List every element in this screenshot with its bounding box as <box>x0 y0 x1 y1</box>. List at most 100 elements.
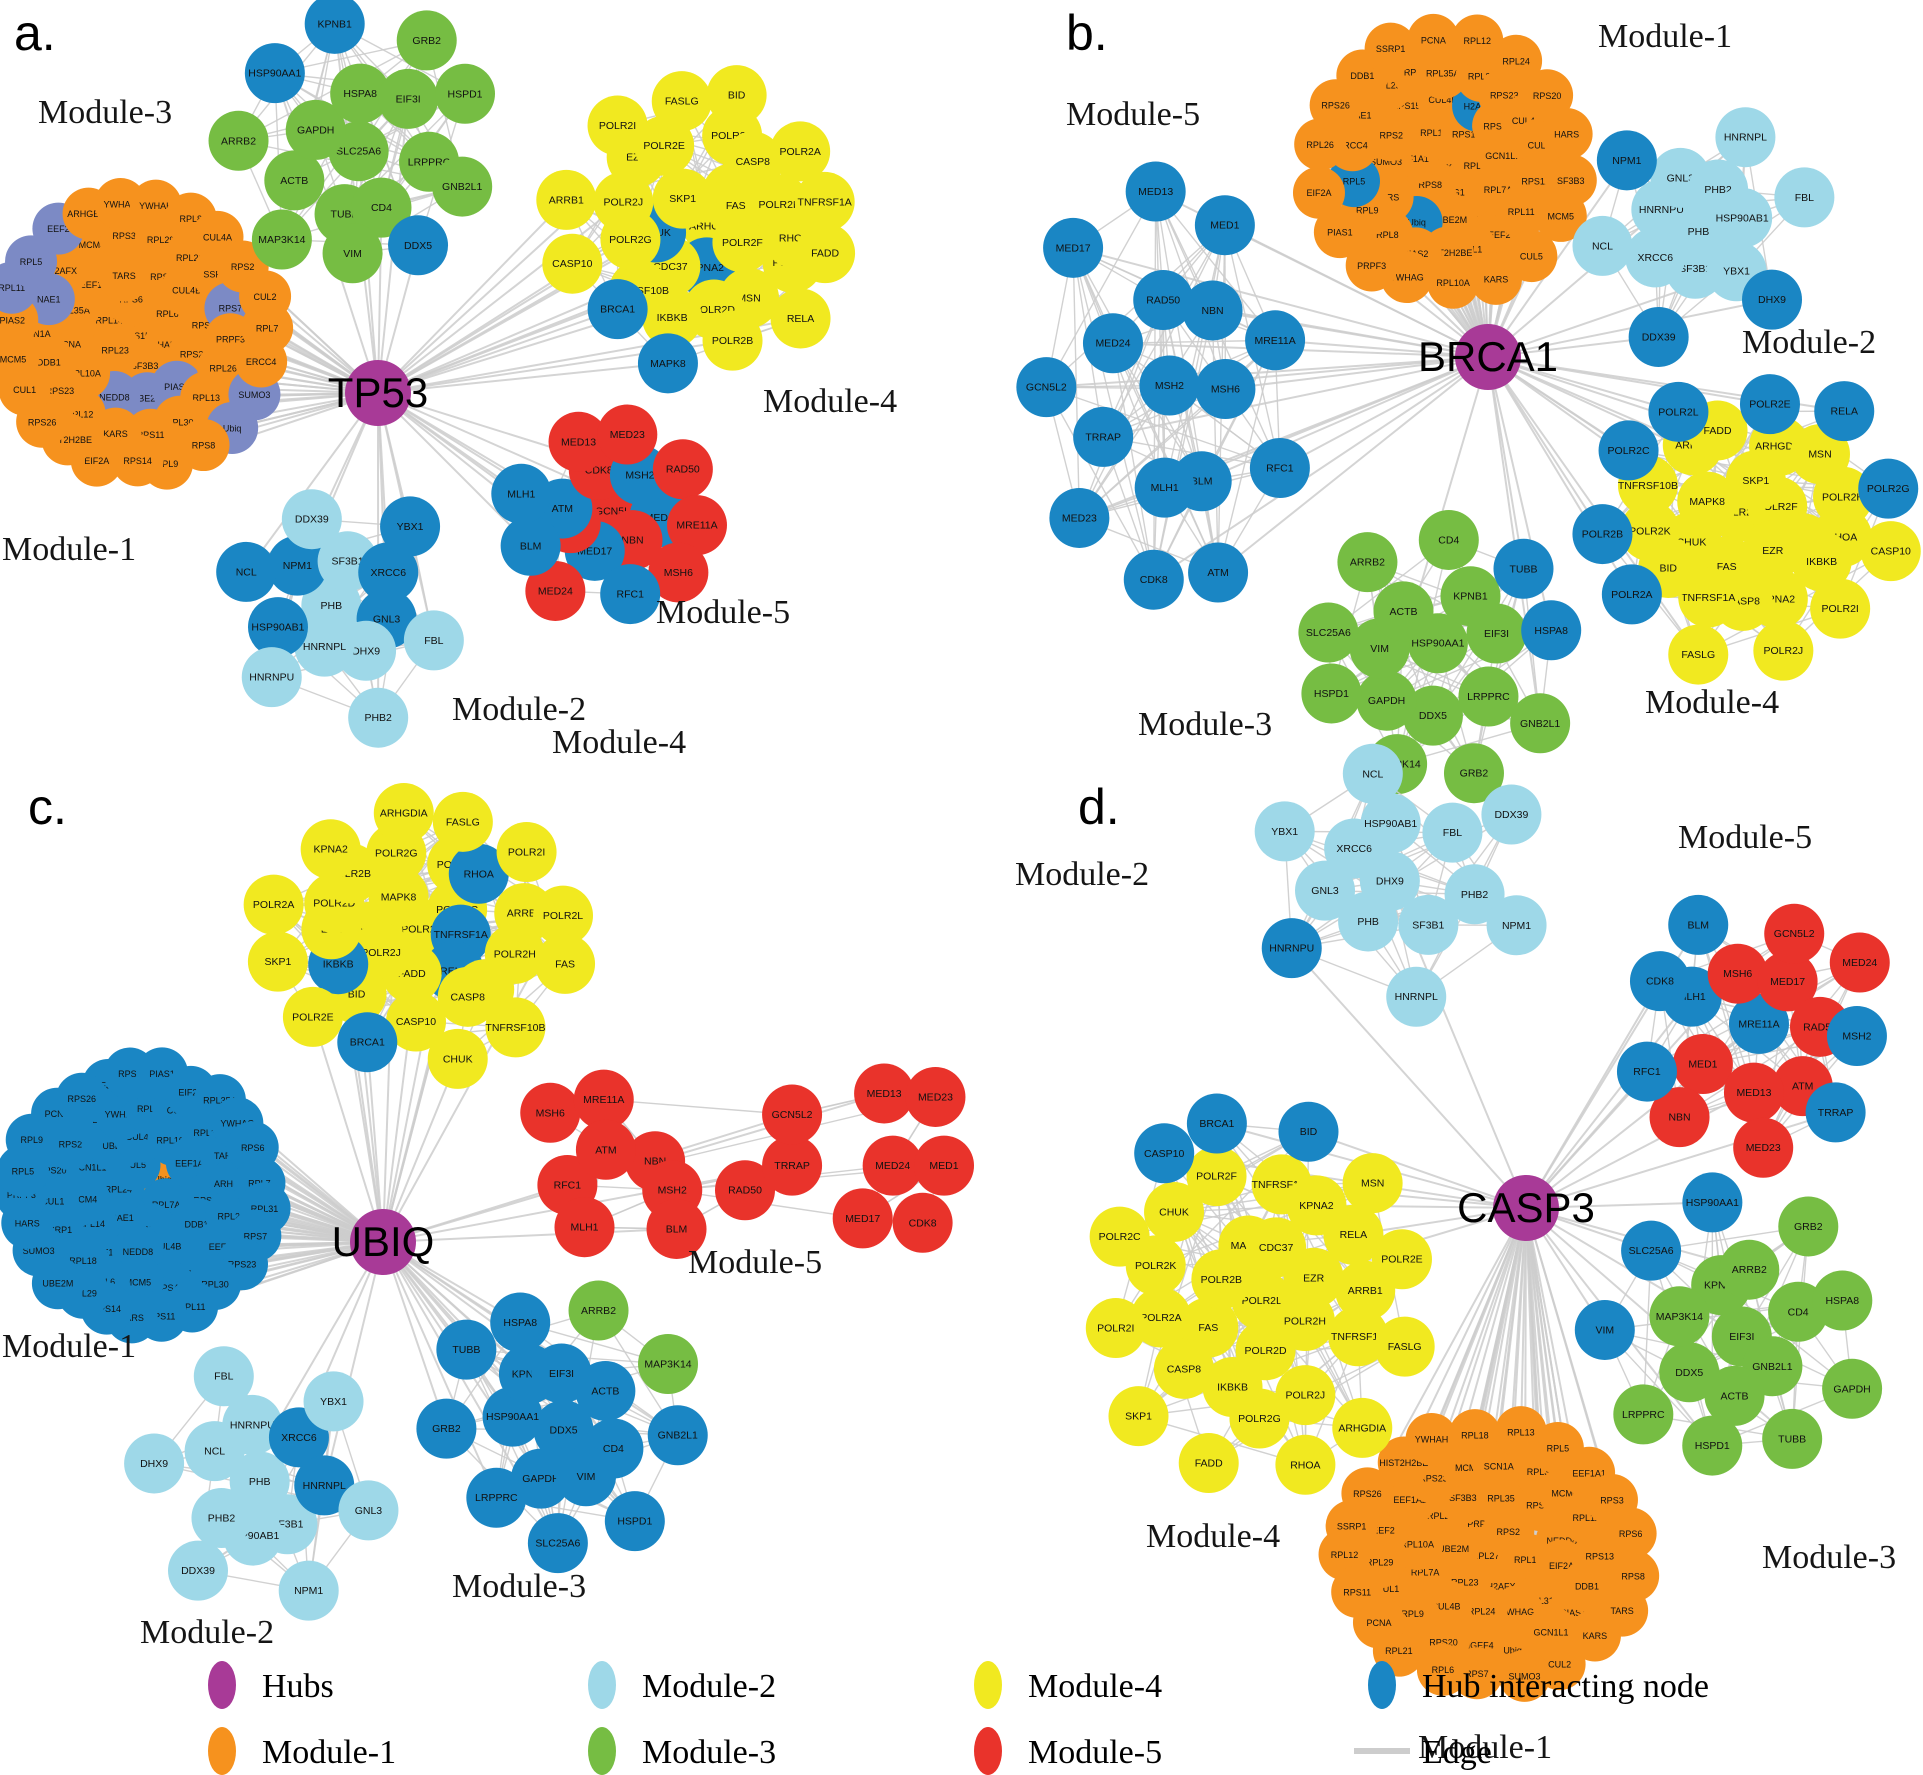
node-GNL3: GNL3 <box>1295 860 1356 921</box>
legend-item-hubs: Hubs <box>208 1661 334 1709</box>
node-label: CHUK <box>1159 1206 1189 1218</box>
legend-swatch-module1 <box>208 1727 236 1775</box>
node-GAPDH: GAPDH <box>285 99 346 160</box>
node-RAD50: RAD50 <box>715 1160 775 1221</box>
node-label: ARRB2 <box>221 135 256 147</box>
node-label: TUBB <box>1778 1433 1806 1445</box>
module-label-c-m3: Module-3 <box>452 1568 586 1605</box>
node-label: EIF3I <box>396 93 421 105</box>
node-label: POLR2I <box>1097 1323 1134 1335</box>
node-label: YBX1 <box>1723 266 1750 278</box>
node-MED23: MED23 <box>1049 487 1110 548</box>
node-RPS26: RPS26 <box>55 1072 108 1125</box>
node-label: CUL1 <box>1376 1584 1399 1594</box>
node-label: FAS <box>726 200 746 212</box>
node-label: EEF1A1 <box>1395 154 1429 164</box>
node-label: MED23 <box>610 429 645 441</box>
node-label: POLR2K <box>1629 526 1670 538</box>
node-label: RPS11 <box>1343 1587 1371 1597</box>
node-label: RPL13 <box>1464 161 1492 171</box>
node-label: RPS23 <box>1419 1474 1448 1484</box>
node-label: RPS16 <box>192 320 221 330</box>
node-POLR2E: POLR2E <box>1371 1229 1432 1290</box>
node-label: POLR2A <box>1140 1312 1181 1324</box>
legend-label: Module-2 <box>642 1668 776 1705</box>
node-MED23: MED23 <box>1733 1117 1794 1178</box>
node-RPS20: RPS20 <box>1521 69 1574 122</box>
node-label: POLR2A <box>253 899 294 911</box>
node-NCL: NCL <box>216 541 277 602</box>
node-label: SF3B3 <box>1449 1493 1477 1503</box>
node-label: HSP90AB1 <box>251 622 304 634</box>
node-label: CDK8 <box>1140 574 1168 586</box>
node-label: NPM1 <box>294 1585 323 1597</box>
node-POLR2L: POLR2L <box>533 885 594 946</box>
node-GNB2L1: GNB2L1 <box>432 156 493 217</box>
node-MED13: MED13 <box>1125 161 1186 222</box>
node-label: FAS <box>1717 561 1737 573</box>
node-label: CUL4B <box>152 1242 181 1252</box>
node-label: UBE2I <box>102 1141 128 1151</box>
node-label: DDX39 <box>1494 809 1528 821</box>
legend-label: Hub interacting node <box>1422 1668 1709 1705</box>
node-label: RPS2 <box>1380 131 1404 141</box>
node-HSPA8: HSPA8 <box>1521 600 1582 661</box>
node-label: RHOA <box>464 868 494 880</box>
node-POLR2A: POLR2A <box>243 874 304 935</box>
node-CD4: CD4 <box>1418 509 1479 570</box>
node-label: BLM <box>520 540 542 552</box>
node-label: RPL23 <box>1451 1577 1479 1587</box>
node-SLC25A6: SLC25A6 <box>1621 1220 1682 1281</box>
legend-label: Module-5 <box>1028 1734 1162 1771</box>
node-MED23: MED23 <box>905 1066 966 1127</box>
node-label: RPL7A <box>1484 185 1513 195</box>
node-label: PIAS1 <box>1327 228 1353 238</box>
node-label: RPS15A <box>1392 101 1427 111</box>
node-label: KPNA2 <box>1299 1200 1334 1212</box>
node-label: RPL11 <box>179 1302 206 1312</box>
node-label: DDX39 <box>1642 331 1676 343</box>
label-layer: Module-1 Module-2 Module-3 Module-4 Module-5… <box>2 5 897 728</box>
node-label: HSP90AB1 <box>1716 212 1769 224</box>
node-label: RPL12 <box>1463 36 1491 46</box>
legend-item-module-2: Module-2 <box>588 1661 776 1709</box>
node-label: YWHAG <box>1390 273 1424 283</box>
node-LRPPRC: LRPPRC <box>1458 666 1519 727</box>
node-label: SUMO3 <box>1508 1671 1540 1681</box>
node-label: RPL6 <box>156 309 179 319</box>
node-label: PIAS2 <box>0 315 25 325</box>
node-DDX5: DDX5 <box>533 1400 594 1461</box>
node-XRCC6: XRCC6 <box>358 542 419 603</box>
node-RPL10A: RPL10A <box>1427 256 1480 309</box>
node-SLC25A6: SLC25A6 <box>1298 602 1359 663</box>
legend-swatch-hub <box>208 1661 236 1709</box>
node-HSPD1: HSPD1 <box>435 63 496 124</box>
node-MAPK8: MAPK8 <box>1677 471 1738 532</box>
node-label: RPL29 <box>1366 1558 1394 1568</box>
node-LRPPRC: LRPPRC <box>1613 1384 1674 1445</box>
node-label: NBN <box>1201 305 1223 317</box>
node-RPL18: RPL18 <box>1448 1409 1501 1462</box>
node-label: HSPA8 <box>1534 625 1568 637</box>
node-label: KARS <box>1583 1631 1608 1641</box>
legend-swatch-module4 <box>974 1661 1002 1709</box>
node-label: MSN <box>1361 1178 1384 1190</box>
node-label: MLH1 <box>570 1222 598 1234</box>
node-label: MCM4 <box>79 240 106 250</box>
node-label: MED13 <box>1138 186 1173 198</box>
node-DDX5: DDX5 <box>1402 685 1463 746</box>
node-MED24: MED24 <box>1082 313 1143 374</box>
node-label: POLR2H <box>759 199 801 211</box>
node-label: SF3B1 <box>332 556 364 568</box>
node-MSH6: MSH6 <box>648 542 709 603</box>
node-label: YWHAG <box>1500 1607 1534 1617</box>
node-HNRNPL: HNRNPL <box>294 616 355 677</box>
node-KPNA2: KPNA2 <box>300 819 361 880</box>
node-CASP8: CASP8 <box>722 131 783 192</box>
node-NBN: NBN <box>1182 280 1243 341</box>
node-label: RELA <box>1831 406 1858 418</box>
node-label: RPL10A <box>67 369 101 379</box>
node-label: EEF2 <box>1488 230 1511 240</box>
